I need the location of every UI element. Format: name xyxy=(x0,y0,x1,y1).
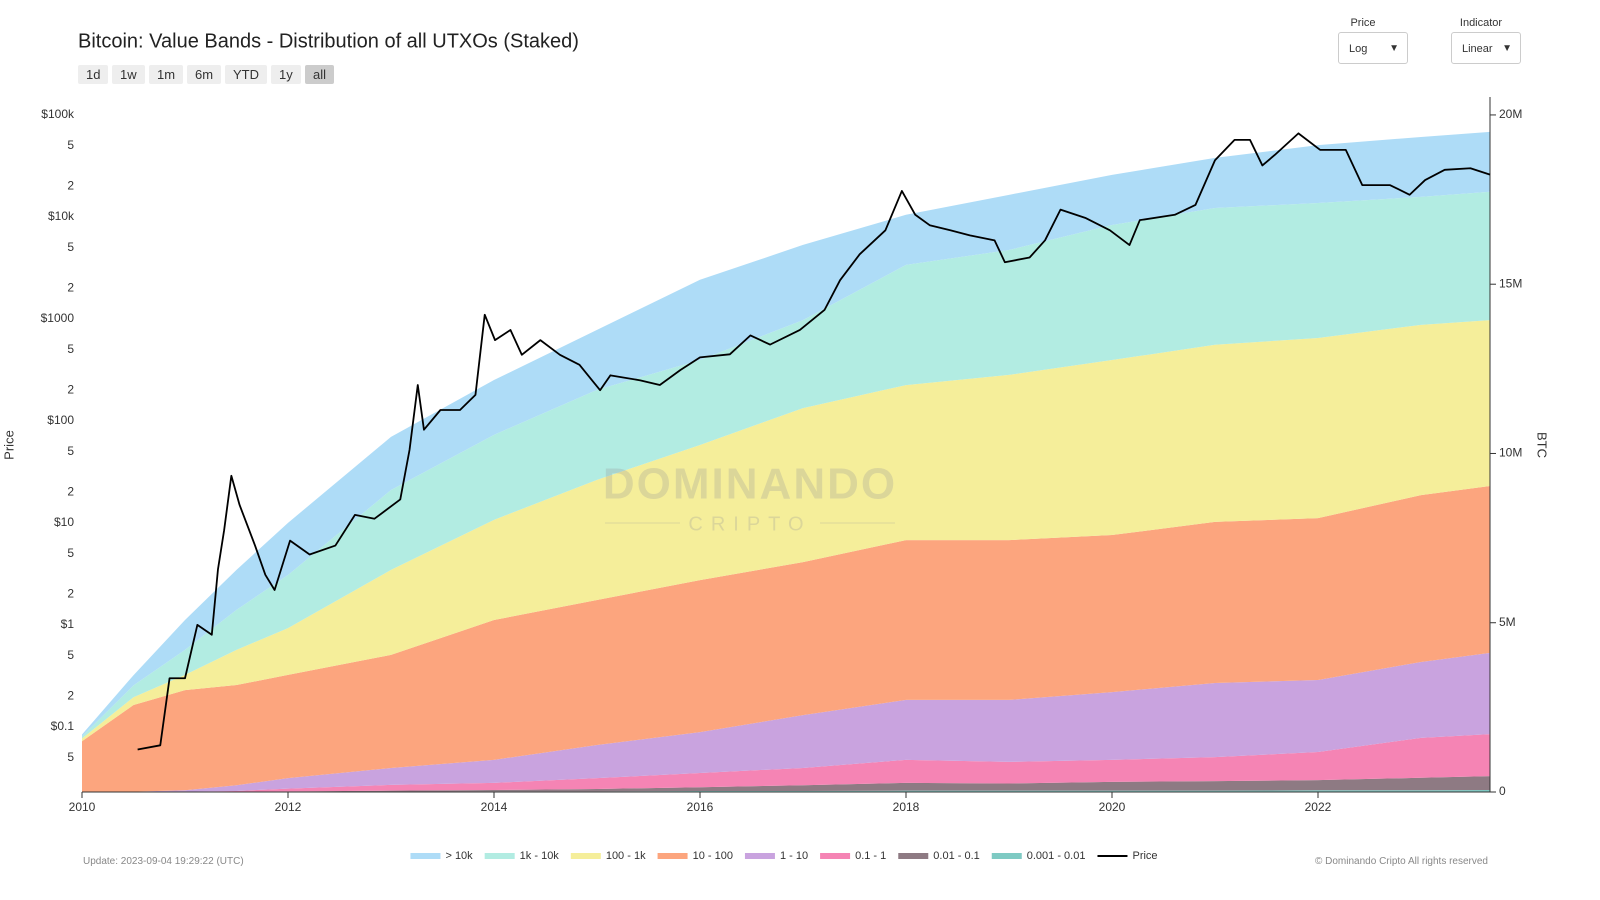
y-tick-label: 2 xyxy=(67,484,74,498)
area xyxy=(82,734,1490,792)
watermark-text: DOMINANDO xyxy=(603,460,897,509)
y-tick-label: 2 xyxy=(67,586,74,600)
y2-tick-label: 20M xyxy=(1499,107,1522,121)
legend-swatch xyxy=(410,853,441,859)
y-tick-label: 5 xyxy=(67,138,74,152)
legend-label: > 10k xyxy=(445,850,473,862)
areas xyxy=(82,131,1490,792)
y-tick-label: $0.1 xyxy=(51,719,75,733)
y2-axis-title: BTC xyxy=(1535,432,1550,458)
legend-swatch xyxy=(484,853,515,859)
y2-tick-label: 0 xyxy=(1499,784,1506,798)
area xyxy=(82,776,1490,792)
legend-swatch xyxy=(991,853,1022,859)
y-tick-label: $10k xyxy=(48,209,75,223)
legend-label: Price xyxy=(1132,850,1157,862)
watermark: DOMINANDO CRIPTO xyxy=(603,460,897,536)
legend-label: 1k - 10k xyxy=(520,850,560,862)
dropdown[interactable]: Linear xyxy=(1451,32,1521,65)
range-button[interactable]: 1d xyxy=(78,65,109,84)
price-line xyxy=(137,132,1491,751)
x-tick-label: 2016 xyxy=(687,800,714,814)
area xyxy=(82,789,1490,792)
y-tick-label: $100 xyxy=(47,413,74,427)
y-tick-label: 2 xyxy=(67,688,74,702)
y2-tick-label: 5M xyxy=(1499,615,1516,629)
range-button[interactable]: 1m xyxy=(149,65,184,84)
y-axis-title: Price xyxy=(1,430,16,460)
y-tick-label: 5 xyxy=(67,648,74,662)
dropdown[interactable]: Log xyxy=(1338,32,1408,65)
area xyxy=(82,131,1490,737)
area xyxy=(82,485,1490,792)
legend: > 10k 1k - 10k 100 - 1k 10 - 100 1 - 10 0.1 -… xyxy=(410,850,1158,862)
y-tick-label: $100k xyxy=(41,107,75,121)
legend-label: 10 - 100 xyxy=(693,850,733,862)
legend-swatch xyxy=(820,853,851,859)
range-button[interactable]: 1y xyxy=(271,65,301,84)
y2-tick-label: 10M xyxy=(1499,446,1522,460)
y-tick-label: 5 xyxy=(67,240,74,254)
dropdown-label: Price xyxy=(1350,17,1376,29)
range-button[interactable]: 6m xyxy=(187,65,222,84)
range-button[interactable]: YTD xyxy=(225,65,267,84)
y-tick-label: 5 xyxy=(67,444,74,458)
y-tick-label: $10 xyxy=(54,515,74,529)
watermark-text: CRIPTO xyxy=(688,513,811,535)
y-tick-label: 5 xyxy=(67,342,74,356)
y2-tick-label: 15M xyxy=(1499,276,1522,290)
legend-swatch xyxy=(898,853,929,859)
y-tick-label: 2 xyxy=(67,382,74,396)
copyright: © Dominando Cripto All rights reserved xyxy=(1315,856,1488,867)
range-button[interactable]: all xyxy=(305,65,335,84)
area xyxy=(82,652,1490,792)
legend-swatch xyxy=(657,853,688,859)
y-tick-label: 2 xyxy=(67,178,74,192)
y-tick-label: $1000 xyxy=(41,311,75,325)
x-tick-label: 2012 xyxy=(275,800,302,814)
legend-label: 0.01 - 0.1 xyxy=(933,850,979,862)
dropdown-label: Indicator xyxy=(1459,17,1503,29)
update-note: Update: 2023-09-04 19:29:22 (UTC) xyxy=(83,856,244,867)
legend-label: 0.1 - 1 xyxy=(855,850,886,862)
y-tick-label: 5 xyxy=(67,750,74,764)
y-tick-label: $1 xyxy=(61,617,75,631)
x-tick-label: 2010 xyxy=(69,800,96,814)
legend-swatch xyxy=(744,853,775,859)
legend-swatch xyxy=(570,853,601,859)
x-tick-label: 2022 xyxy=(1305,800,1332,814)
legend-label: 100 - 1k xyxy=(606,850,646,862)
x-tick-label: 2020 xyxy=(1099,800,1126,814)
area xyxy=(82,191,1490,739)
area xyxy=(82,320,1490,742)
legend-label: 0.001 - 0.01 xyxy=(1027,850,1086,862)
chart-title: Bitcoin: Value Bands - Distribution of a… xyxy=(78,30,579,52)
legend-label: 1 - 10 xyxy=(780,850,808,862)
y-tick-label: 5 xyxy=(67,546,74,560)
range-button[interactable]: 1w xyxy=(112,65,145,84)
y-tick-label: 2 xyxy=(67,280,74,294)
x-tick-label: 2014 xyxy=(481,800,508,814)
x-tick-label: 2018 xyxy=(893,800,920,814)
